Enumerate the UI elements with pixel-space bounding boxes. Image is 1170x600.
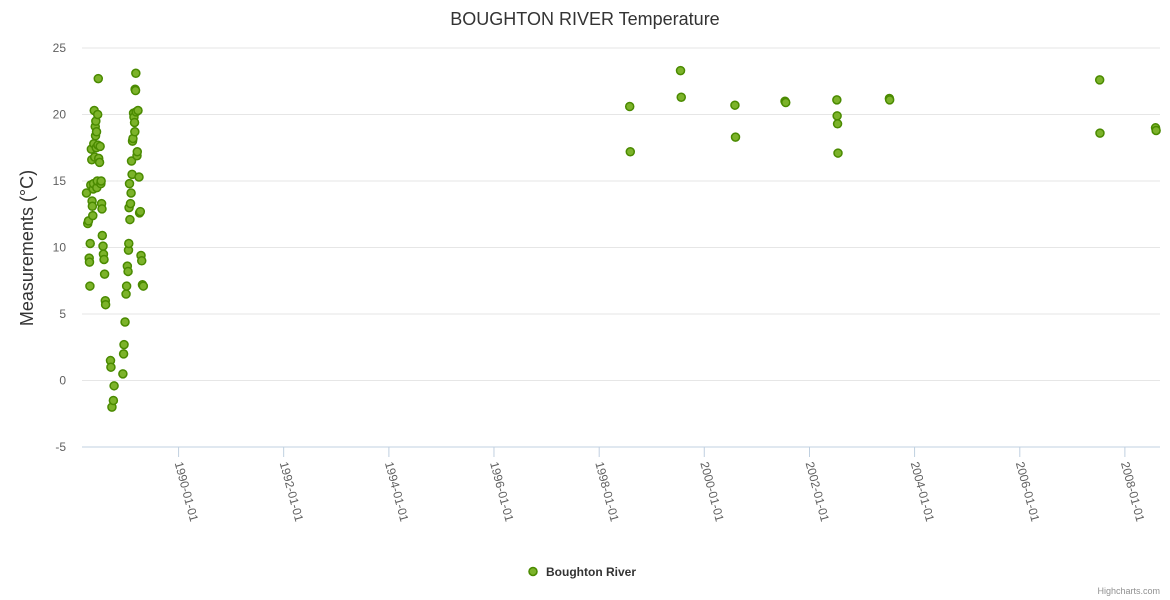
y-tick-label: 15 xyxy=(53,174,67,188)
legend-marker-icon[interactable] xyxy=(528,566,538,577)
scatter-point[interactable] xyxy=(88,210,98,221)
x-axis-ticks: 1990-01-01 1992-01-01 1994-01-01 1996-01-01… xyxy=(172,447,1147,523)
scatter-series[interactable] xyxy=(81,65,1161,412)
scatter-point[interactable] xyxy=(130,85,141,96)
scatter-point[interactable] xyxy=(133,105,143,116)
scatter-point[interactable] xyxy=(123,266,133,277)
x-tick-label: 2006-01-01 xyxy=(1013,460,1042,523)
scatter-point[interactable] xyxy=(97,230,108,241)
scatter-point[interactable] xyxy=(125,198,136,209)
scatter-point[interactable] xyxy=(884,95,895,105)
scatter-point[interactable] xyxy=(98,241,108,251)
scatter-point[interactable] xyxy=(624,101,635,112)
x-tick-label: 1996-01-01 xyxy=(487,460,516,523)
scatter-point[interactable] xyxy=(118,349,129,359)
y-tick-label: 25 xyxy=(53,41,67,55)
y-axis-title: Measurements (°C) xyxy=(17,170,37,326)
scatter-point[interactable] xyxy=(1151,125,1161,136)
scatter-point[interactable] xyxy=(99,254,109,265)
scatter-point[interactable] xyxy=(1094,75,1105,85)
scatter-point[interactable] xyxy=(94,157,105,168)
scatter-point[interactable] xyxy=(832,111,842,121)
scatter-point[interactable] xyxy=(136,256,147,266)
scatter-point[interactable] xyxy=(84,257,95,267)
scatter-point[interactable] xyxy=(124,178,135,189)
scatter-point[interactable] xyxy=(130,127,140,137)
scatter-point[interactable] xyxy=(129,117,140,128)
scatter-point[interactable] xyxy=(730,132,741,142)
scatter-point[interactable] xyxy=(92,109,103,120)
scatter-point[interactable] xyxy=(97,204,107,214)
scatter-point[interactable] xyxy=(126,156,137,166)
x-tick-label: 2004-01-01 xyxy=(908,460,937,523)
scatter-point[interactable] xyxy=(676,92,686,102)
y-tick-label: 5 xyxy=(59,307,66,321)
legend[interactable]: Boughton River xyxy=(528,565,636,579)
scatter-point[interactable] xyxy=(85,238,95,249)
scatter-point[interactable] xyxy=(119,339,129,350)
grid-lines xyxy=(82,47,1160,448)
scatter-point[interactable] xyxy=(96,176,106,186)
x-tick-label: 2002-01-01 xyxy=(803,460,832,523)
scatter-point[interactable] xyxy=(730,100,740,110)
scatter-point[interactable] xyxy=(135,206,146,217)
scatter-point[interactable] xyxy=(95,141,105,152)
x-tick-label: 1992-01-01 xyxy=(277,460,306,523)
scatter-point[interactable] xyxy=(93,73,104,84)
y-tick-label: 0 xyxy=(59,374,66,388)
x-tick-label: 2000-01-01 xyxy=(697,460,726,523)
scatter-point[interactable] xyxy=(108,395,119,406)
y-axis-ticks: -5 0 5 10 15 20 25 xyxy=(53,41,67,454)
scatter-point[interactable] xyxy=(106,362,116,372)
scatter-point[interactable] xyxy=(675,65,686,76)
scatter-point[interactable] xyxy=(124,238,134,249)
scatter-point[interactable] xyxy=(832,119,843,129)
y-tick-label: 20 xyxy=(53,108,67,122)
scatter-point[interactable] xyxy=(132,146,143,157)
scatter-point[interactable] xyxy=(109,381,119,391)
scatter-point[interactable] xyxy=(780,97,791,108)
x-tick-label: 1994-01-01 xyxy=(382,460,411,523)
x-tick-label: 1998-01-01 xyxy=(592,460,621,523)
scatter-point[interactable] xyxy=(832,95,842,105)
scatter-point[interactable] xyxy=(138,281,149,291)
scatter-point[interactable] xyxy=(625,146,636,157)
scatter-point[interactable] xyxy=(99,269,110,279)
scatter-point[interactable] xyxy=(81,188,92,198)
scatter-point[interactable] xyxy=(126,188,136,198)
y-tick-label: 10 xyxy=(53,241,67,255)
x-tick-label: 1990-01-01 xyxy=(172,460,201,523)
scatter-point[interactable] xyxy=(121,281,132,291)
chart-title: BOUGHTON RIVER Temperature xyxy=(450,9,719,29)
scatter-point[interactable] xyxy=(833,148,843,158)
scatter-point[interactable] xyxy=(131,68,141,79)
scatter-point[interactable] xyxy=(134,172,144,182)
credits-link[interactable]: Highcharts.com xyxy=(1097,586,1160,596)
scatter-point[interactable] xyxy=(91,127,102,137)
y-tick-label: -5 xyxy=(55,440,66,454)
scatter-point[interactable] xyxy=(118,369,128,379)
scatter-point[interactable] xyxy=(100,299,111,310)
scatter-point[interactable] xyxy=(1095,128,1105,138)
scatter-point[interactable] xyxy=(85,281,95,291)
scatter-point[interactable] xyxy=(87,201,98,212)
scatter-point[interactable] xyxy=(120,317,130,327)
legend-label[interactable]: Boughton River xyxy=(546,565,636,579)
scatter-point[interactable] xyxy=(125,214,135,225)
x-tick-label: 2008-01-01 xyxy=(1118,460,1147,523)
scatter-point[interactable] xyxy=(121,289,131,299)
